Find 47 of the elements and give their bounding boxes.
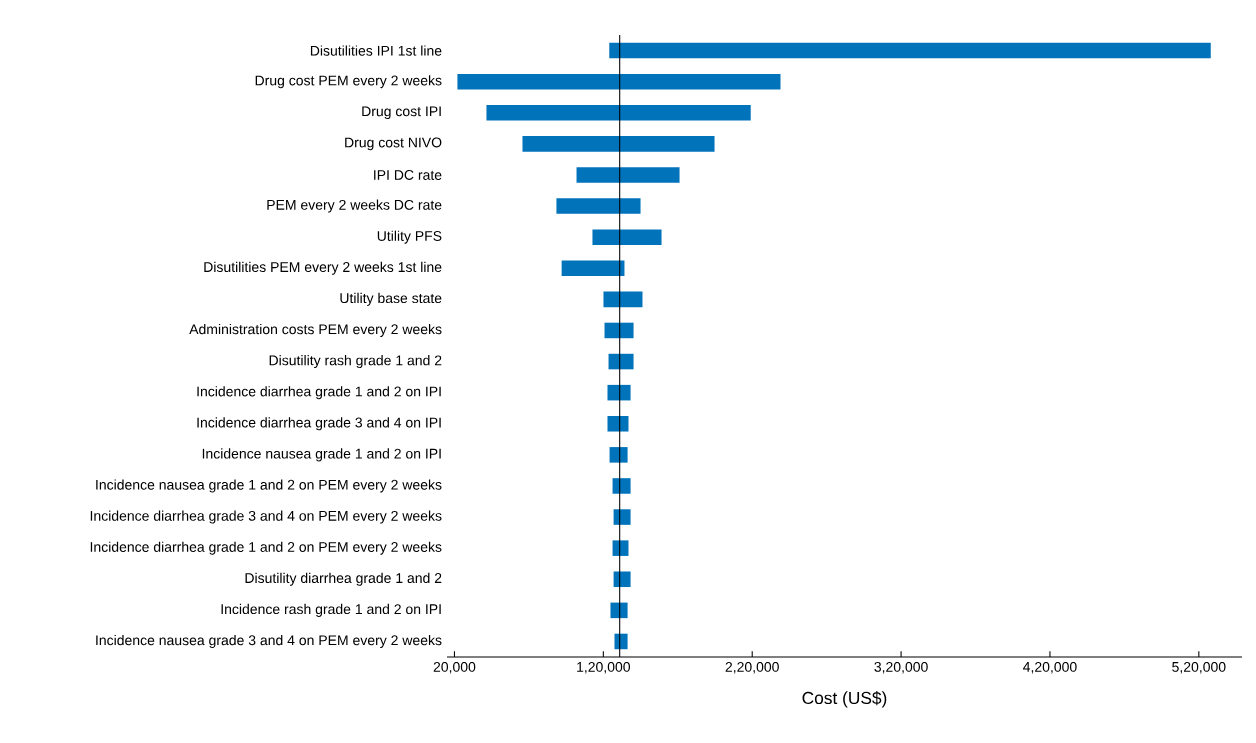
bar	[457, 73, 781, 90]
x-tick-label: 4,20,000	[1023, 661, 1077, 674]
bar	[603, 291, 643, 308]
bar	[610, 602, 628, 619]
bar	[556, 198, 641, 214]
x-tick-label: 20,000	[433, 661, 476, 674]
x-tick-label: 5,20,000	[1172, 661, 1226, 674]
bar	[607, 415, 629, 432]
bar	[592, 229, 662, 245]
bar	[576, 167, 680, 183]
y-tick-label: Administration costs PEM every 2 weeks	[189, 323, 442, 337]
bar	[609, 447, 628, 463]
y-tick-label: Utility PFS	[377, 230, 442, 244]
bar	[604, 322, 634, 339]
y-tick-label: Incidence diarrhea grade 3 and 4 on PEM every 2 weeks	[90, 510, 442, 524]
y-tick-label: IPI DC rate	[374, 170, 442, 180]
y-tick-label: Disutilities IPI 1st line	[310, 45, 442, 56]
x-tick-label: 3,20,000	[874, 661, 928, 674]
bar	[613, 571, 631, 588]
y-tick-label: Incidence rash grade 1 and 2 on IPI	[221, 603, 441, 617]
x-tick-label: 2,20,000	[725, 661, 779, 674]
bar	[614, 633, 628, 650]
bar	[613, 509, 631, 525]
y-tick-label: Disutility diarrhea grade 1 and 2	[245, 572, 442, 586]
y-tick-label: Utility base state	[340, 292, 442, 306]
y-tick-label: PEM every 2 weeks DC rate	[267, 199, 442, 213]
y-tick-label: Drug cost PEM every 2 weeks	[255, 75, 442, 89]
bar	[607, 384, 631, 401]
y-tick-label: Disutilities PEM every 2 weeks 1st line	[204, 261, 442, 275]
bar	[561, 260, 625, 277]
y-tick-label: Incidence nausea grade 3 and 4 on PEM every 2 weeks	[96, 634, 442, 648]
bar	[612, 540, 629, 556]
bar	[486, 104, 751, 121]
y-tick-label: Incidence diarrhea grade 1 and 2 on IPI	[197, 386, 441, 400]
bar	[522, 136, 715, 152]
y-tick-label: Drug cost NIVO	[345, 137, 442, 151]
x-axis-title: Cost (US$)	[802, 691, 887, 708]
y-tick-label: Incidence nausea grade 1 and 2 on IPI	[202, 448, 441, 462]
bar	[609, 42, 1211, 59]
x-tick-label: 1,20,000	[577, 661, 631, 674]
y-tick-label: Incidence nausea grade 1 and 2 on PEM every 2 weeks	[96, 479, 442, 493]
y-tick-label: Disutility rash grade 1 and 2	[269, 355, 442, 369]
y-tick-label: Incidence diarrhea grade 1 and 2 on PEM every 2 weeks	[90, 541, 442, 555]
bar	[608, 353, 634, 370]
y-tick-label: Drug cost IPI	[362, 106, 441, 120]
bar	[612, 478, 631, 494]
y-tick-label: Incidence diarrhea grade 3 and 4 on IPI	[197, 417, 441, 431]
